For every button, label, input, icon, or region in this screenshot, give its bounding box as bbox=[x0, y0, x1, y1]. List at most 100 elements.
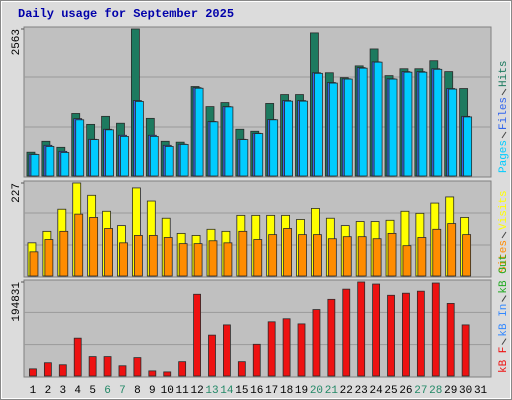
bar bbox=[223, 324, 231, 377]
bar bbox=[105, 129, 114, 177]
bar bbox=[313, 234, 322, 277]
bar bbox=[223, 242, 233, 277]
bar bbox=[163, 371, 172, 377]
bar bbox=[253, 239, 263, 277]
bar bbox=[75, 119, 85, 177]
bar bbox=[342, 288, 351, 377]
bar bbox=[148, 370, 157, 377]
bar bbox=[178, 361, 187, 377]
y-tick-label: 194831 bbox=[11, 282, 23, 322]
x-tick-label: 9 bbox=[149, 385, 156, 397]
bar bbox=[417, 237, 427, 277]
bar bbox=[432, 228, 442, 277]
bar bbox=[299, 100, 308, 177]
x-tick-label: 30 bbox=[459, 385, 472, 397]
bar bbox=[418, 71, 428, 177]
bar bbox=[30, 154, 40, 177]
x-tick-label: 2 bbox=[45, 385, 52, 397]
bar bbox=[163, 237, 173, 277]
legend-label: kB F bbox=[498, 347, 510, 373]
bar bbox=[118, 365, 127, 377]
bar bbox=[297, 323, 306, 377]
bar bbox=[45, 146, 55, 177]
x-tick-label: 3 bbox=[59, 385, 66, 397]
bar bbox=[238, 230, 248, 277]
bar bbox=[29, 251, 39, 277]
bar bbox=[387, 294, 395, 377]
bar bbox=[461, 324, 470, 377]
x-tick-label: 26 bbox=[399, 385, 412, 397]
bar bbox=[88, 356, 97, 377]
x-tick-label: 22 bbox=[340, 385, 353, 397]
x-tick-label: 10 bbox=[161, 385, 174, 397]
bar bbox=[149, 136, 159, 177]
legend-label: Sites bbox=[498, 240, 510, 273]
x-tick-label: 23 bbox=[355, 385, 368, 397]
bar bbox=[448, 88, 458, 177]
x-tick-label: 20 bbox=[310, 385, 323, 397]
x-tick-label: 6 bbox=[104, 385, 111, 397]
bar bbox=[403, 71, 413, 177]
legend-label: Pages bbox=[498, 140, 510, 173]
bar bbox=[179, 144, 189, 177]
bar bbox=[357, 236, 367, 277]
bar bbox=[237, 361, 246, 377]
bar bbox=[103, 356, 112, 377]
bar bbox=[312, 309, 321, 377]
bar bbox=[120, 136, 129, 177]
x-tick-label: 12 bbox=[190, 385, 203, 397]
bar bbox=[284, 100, 293, 177]
bar bbox=[372, 283, 381, 377]
x-tick-label: 17 bbox=[265, 385, 278, 397]
bar bbox=[59, 230, 69, 277]
bar bbox=[164, 146, 174, 177]
legend-label: Hits bbox=[498, 61, 510, 87]
legend-label: kB Out bbox=[498, 254, 510, 294]
bar bbox=[402, 292, 410, 377]
bar bbox=[267, 321, 276, 377]
bar bbox=[463, 116, 473, 177]
bar bbox=[372, 238, 382, 277]
bar bbox=[269, 119, 279, 177]
bar bbox=[133, 357, 142, 377]
bar bbox=[252, 343, 261, 377]
x-tick-label: 25 bbox=[384, 385, 397, 397]
bar bbox=[416, 290, 425, 377]
bar bbox=[208, 240, 218, 277]
bar bbox=[60, 152, 70, 177]
legend-label: Files bbox=[498, 97, 510, 130]
bar bbox=[446, 303, 455, 377]
bar bbox=[29, 368, 37, 377]
bar bbox=[358, 67, 368, 177]
bar bbox=[387, 232, 397, 277]
bar bbox=[268, 234, 278, 277]
legend-separator bbox=[501, 131, 507, 139]
x-tick-label: 24 bbox=[370, 385, 384, 397]
legend-label: Visits bbox=[498, 190, 510, 230]
x-tick-label: 13 bbox=[205, 385, 218, 397]
legend-label: kB In bbox=[498, 304, 510, 337]
bar bbox=[254, 133, 264, 177]
bar bbox=[433, 68, 443, 177]
bar bbox=[431, 282, 440, 377]
y-tick-label: 227 bbox=[11, 183, 23, 203]
x-tick-label: 7 bbox=[119, 385, 126, 397]
bar bbox=[282, 318, 291, 377]
x-tick-label: 28 bbox=[429, 385, 442, 397]
bar bbox=[148, 235, 158, 277]
bar bbox=[224, 106, 234, 177]
bar bbox=[373, 61, 383, 177]
legend-separator bbox=[501, 295, 507, 302]
bar bbox=[134, 101, 144, 177]
bar bbox=[402, 245, 412, 277]
bar bbox=[58, 364, 67, 377]
bar bbox=[283, 228, 292, 277]
x-tick-label: 14 bbox=[220, 385, 234, 397]
bar bbox=[89, 217, 99, 277]
bar bbox=[208, 334, 216, 377]
x-tick-label: 21 bbox=[325, 385, 339, 397]
bar bbox=[73, 337, 82, 377]
bar bbox=[342, 236, 352, 277]
bar bbox=[104, 228, 113, 277]
x-tick-label: 31 bbox=[474, 385, 488, 397]
